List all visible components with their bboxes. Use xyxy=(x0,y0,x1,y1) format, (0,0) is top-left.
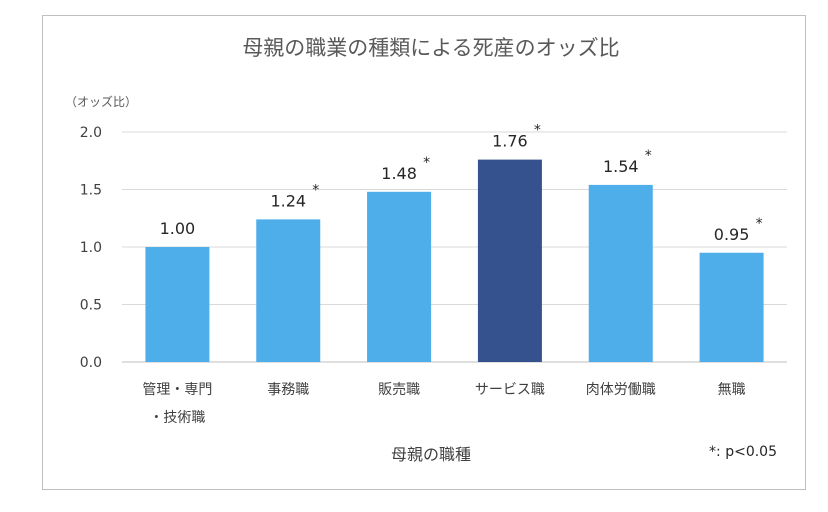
y-tick-label: 1.0 xyxy=(80,240,102,256)
category-label: 管理・専門・技術職 xyxy=(142,382,212,426)
data-labels: 1.00 1.24 * 1.48 * 1.76 * 1.54 * 0.95 * xyxy=(160,123,763,244)
data-label: 1.76 xyxy=(492,132,528,151)
bar xyxy=(256,219,321,362)
x-axis-categories: 管理・専門・技術職 事務職 販売職 サービス職 肉体労働職 無職 xyxy=(142,382,745,426)
category-label-line: 無職 xyxy=(718,382,746,398)
bar xyxy=(477,159,542,362)
data-label: 1.24 xyxy=(270,191,306,210)
significance-marker: * xyxy=(312,182,319,198)
category-label: 無職 xyxy=(718,382,746,398)
category-label-line: ・技術職 xyxy=(149,410,205,426)
significance-footnote: *: p<0.05 xyxy=(709,444,777,460)
category-label-line: サービス職 xyxy=(475,382,545,398)
data-label: 0.95 xyxy=(714,225,750,244)
bars xyxy=(145,159,764,362)
category-label: サービス職 xyxy=(475,382,545,398)
category-label-line: 肉体労働職 xyxy=(586,382,656,398)
chart-title: 母親の職業の種類による死産のオッズ比 xyxy=(242,36,619,60)
category-label: 肉体労働職 xyxy=(586,382,656,398)
category-label-line: 販売職 xyxy=(378,382,420,398)
significance-marker: * xyxy=(423,155,430,171)
significance-marker: * xyxy=(645,148,652,164)
category-label-line: 管理・専門 xyxy=(142,382,212,398)
y-unit-label: （オッズ比） xyxy=(65,94,137,109)
y-tick-label: 0.5 xyxy=(80,298,102,314)
x-axis-title: 母親の職種 xyxy=(391,445,471,464)
y-tick-label: 1.5 xyxy=(80,183,102,199)
bar xyxy=(588,184,653,362)
y-tick-label: 2.0 xyxy=(80,125,102,141)
category-label: 事務職 xyxy=(267,382,309,398)
data-label: 1.54 xyxy=(603,157,639,176)
y-tick-label: 0.0 xyxy=(80,355,102,371)
bar xyxy=(145,247,210,362)
category-label: 販売職 xyxy=(378,382,420,398)
data-label: 1.00 xyxy=(160,219,196,238)
significance-marker: * xyxy=(756,216,763,232)
bar xyxy=(699,252,764,362)
bar xyxy=(367,191,432,362)
data-label: 1.48 xyxy=(381,164,417,183)
y-axis-ticks: 0.0 0.5 1.0 1.5 2.0 xyxy=(80,125,102,371)
gridlines xyxy=(122,131,787,363)
category-label-line: 事務職 xyxy=(267,382,309,398)
significance-marker: * xyxy=(534,123,541,139)
